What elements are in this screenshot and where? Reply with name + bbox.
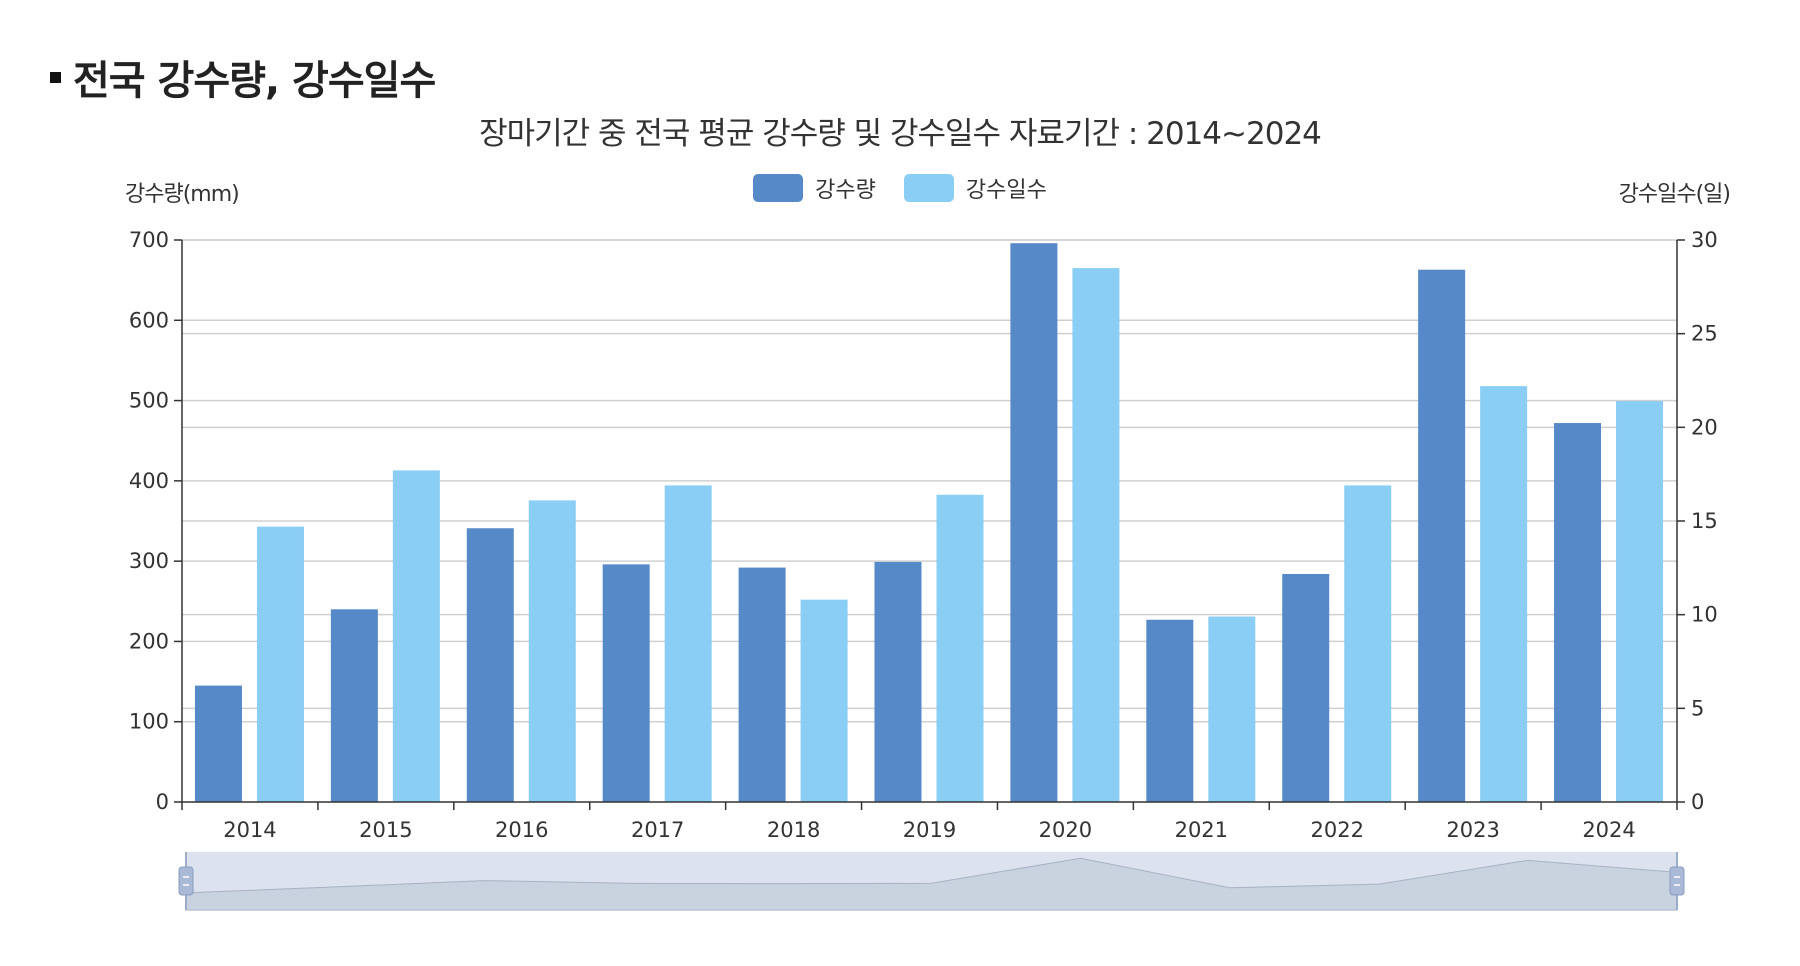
bars: [194, 243, 1664, 803]
bar-rainfall[interactable]: [1282, 573, 1330, 802]
y-axis-right-label: 강수일수(일): [1618, 182, 1731, 207]
legend-item-rain-days[interactable]: 강수일수: [903, 172, 1047, 204]
x-tick-label: 2016: [495, 818, 548, 842]
bar-rainfall[interactable]: [738, 567, 786, 802]
x-tick-label: 2018: [767, 818, 820, 842]
x-tick-label: 2017: [631, 818, 684, 842]
legend-swatch-rainfall: [753, 174, 804, 202]
navigator-series-area: [185, 857, 1678, 911]
y-tick-label-left: 300: [129, 549, 169, 573]
bar-rainfall[interactable]: [1418, 269, 1466, 803]
navigator-left-handle[interactable]: [178, 866, 194, 896]
section-title: 전국 강수량, 강수일수: [50, 48, 436, 106]
bar-rainfall[interactable]: [874, 561, 922, 802]
y-tick-label-right: 20: [1691, 415, 1718, 439]
y-tick-label-right: 10: [1691, 603, 1718, 627]
bar-rainfall[interactable]: [466, 528, 514, 802]
x-tick-label: 2019: [903, 818, 956, 842]
legend: 강수량 강수일수: [0, 172, 1800, 204]
x-tick-label: 2015: [359, 818, 412, 842]
bar-rain-days[interactable]: [664, 485, 712, 802]
bar-rain-days[interactable]: [1344, 485, 1392, 802]
bar-rain-days[interactable]: [800, 599, 848, 802]
y-tick-label-left: 600: [129, 308, 169, 332]
bar-rain-days[interactable]: [1072, 268, 1120, 803]
y-tick-label-right: 25: [1691, 322, 1718, 346]
axes: 2014 2015 2016 2017 2018 2019 2020 2021 2022 2023…: [129, 228, 1718, 842]
bar-rain-days[interactable]: [936, 494, 984, 802]
y-tick-label-right: 30: [1691, 228, 1718, 252]
bar-rain-days[interactable]: [528, 500, 576, 802]
legend-label-rainfall: 강수량: [815, 178, 876, 203]
bullet-icon: [50, 71, 61, 83]
y-tick-label-left: 500: [129, 389, 169, 413]
y-tick-label-left: 700: [129, 228, 169, 252]
bar-rainfall[interactable]: [1010, 243, 1058, 802]
x-tick-label: 2021: [1175, 818, 1228, 842]
legend-swatch-rain-days: [903, 174, 954, 202]
bar-rainfall[interactable]: [1146, 619, 1194, 802]
bar-rain-days[interactable]: [1208, 616, 1256, 802]
x-tick-label: 2014: [223, 818, 276, 842]
y-tick-label-left: 0: [156, 790, 169, 814]
x-tick-label: 2024: [1582, 818, 1635, 842]
x-tick-label: 2022: [1311, 818, 1364, 842]
bar-rain-days[interactable]: [1616, 401, 1664, 802]
bar-rain-days[interactable]: [256, 526, 304, 802]
navigator-right-handle[interactable]: [1669, 866, 1685, 896]
y-axis-left-label: 강수량(mm): [125, 182, 240, 207]
legend-label-rain-days: 강수일수: [965, 178, 1047, 203]
chart-title: 장마기간 중 전국 평균 강수량 및 강수일수 자료기간 : 2014~2024: [479, 116, 1322, 152]
y-tick-label-right: 5: [1691, 696, 1704, 720]
legend-item-rainfall[interactable]: 강수량: [753, 172, 876, 204]
bar-rainfall[interactable]: [194, 685, 242, 802]
bar-rain-days[interactable]: [1480, 386, 1528, 802]
bar-rainfall[interactable]: [602, 564, 650, 802]
bar-rainfall[interactable]: [330, 609, 378, 802]
y-tick-label-right: 15: [1691, 509, 1718, 533]
bar-rain-days[interactable]: [392, 470, 440, 802]
x-tick-label: 2020: [1039, 818, 1092, 842]
section-title-text: 전국 강수량, 강수일수: [73, 58, 436, 104]
y-tick-label-left: 200: [129, 629, 169, 653]
bar-rainfall[interactable]: [1554, 423, 1602, 802]
y-tick-label-right: 0: [1691, 790, 1704, 814]
range-navigator[interactable]: [178, 852, 1685, 911]
x-tick-label: 2023: [1446, 818, 1499, 842]
y-tick-label-left: 400: [129, 469, 169, 493]
y-tick-label-left: 100: [129, 710, 169, 734]
